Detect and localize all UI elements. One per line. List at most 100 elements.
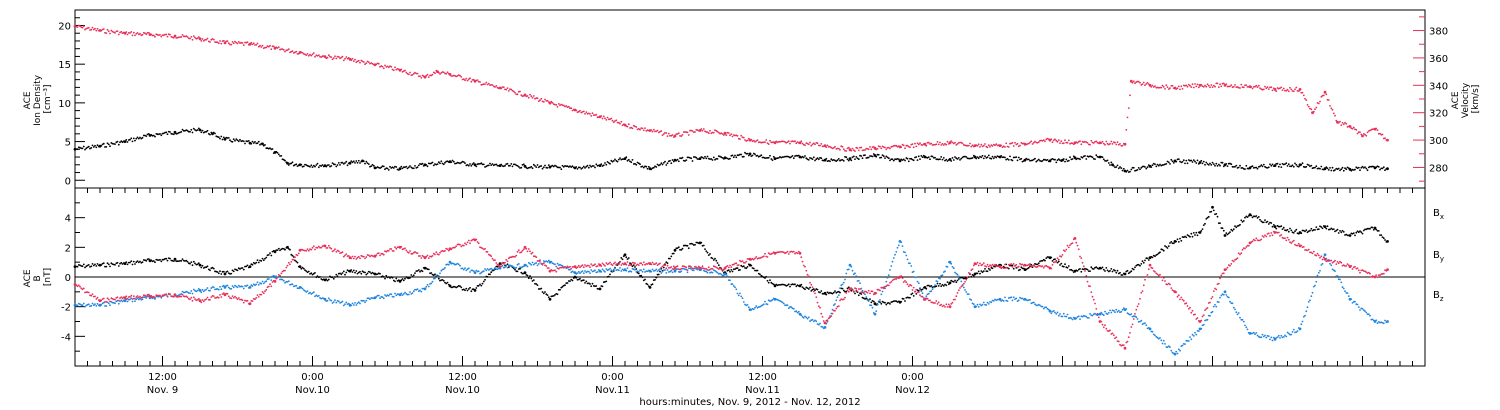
- bx-dot: [989, 269, 991, 271]
- velocity-dot: [94, 27, 96, 30]
- bz-dot: [755, 256, 758, 258]
- velocity-dot: [1314, 108, 1316, 111]
- bx-dot: [385, 274, 388, 277]
- bx-dot: [676, 247, 679, 250]
- ion-density-dot: [856, 157, 859, 160]
- bz-dot: [275, 277, 278, 280]
- bx-dot: [1364, 228, 1366, 231]
- bx-dot: [1282, 226, 1285, 229]
- bz-dot: [729, 264, 731, 267]
- bx-dot: [465, 287, 468, 290]
- ion-density-dot: [414, 165, 416, 167]
- by-dot: [217, 288, 220, 291]
- bx-dot: [311, 273, 314, 276]
- bz-dot: [665, 267, 668, 270]
- ion-density-dot: [1035, 160, 1038, 163]
- ion-density-dot: [1179, 160, 1181, 163]
- by-dot: [109, 304, 111, 307]
- bz-dot: [614, 261, 616, 264]
- velocity-dot: [1306, 104, 1309, 106]
- velocity-dot: [1245, 84, 1248, 86]
- ion-density-dot: [252, 142, 255, 144]
- bx-dot: [552, 295, 555, 297]
- by-dot: [1100, 311, 1103, 314]
- bz-dot: [161, 294, 164, 297]
- velocity-dot: [661, 134, 664, 137]
- velocity-dot: [1250, 86, 1253, 88]
- bz-dot: [255, 296, 258, 299]
- bx-dot: [1371, 226, 1374, 229]
- by-dot: [226, 284, 229, 287]
- by-dot: [729, 279, 731, 282]
- velocity-point: [173, 34, 177, 38]
- bx-dot: [1089, 270, 1091, 272]
- by-dot: [270, 279, 273, 281]
- ion-density-dot: [1000, 155, 1003, 157]
- ion-density-dot: [1194, 160, 1196, 163]
- velocity-dot: [557, 103, 560, 105]
- by-dot: [842, 281, 845, 284]
- ion-density-dot: [1055, 161, 1058, 164]
- ion-density-dot: [192, 127, 195, 130]
- velocity-dot: [460, 76, 463, 78]
- velocity-dot: [569, 107, 571, 110]
- bz-dot: [796, 252, 799, 255]
- velocity-dot: [291, 50, 294, 53]
- by-dot: [665, 272, 668, 274]
- velocity-dot: [416, 72, 419, 75]
- by-point: [1223, 290, 1227, 294]
- bx-dot: [711, 257, 714, 260]
- bz-dot: [450, 248, 453, 251]
- velocity-dot: [317, 54, 320, 56]
- bx-dot: [865, 297, 868, 300]
- by-dot: [1121, 308, 1124, 311]
- by-dot: [811, 318, 814, 321]
- velocity-dot: [559, 104, 561, 107]
- velocity-dot: [154, 35, 156, 38]
- ion-density-dot: [392, 167, 395, 169]
- ion-density-dot: [104, 146, 106, 148]
- by-dot: [126, 300, 129, 303]
- ion-density-dot: [337, 162, 340, 164]
- ion-density-dot: [1101, 156, 1104, 159]
- velocity-dot: [904, 147, 906, 150]
- bz-dot: [139, 295, 141, 298]
- by-dot: [90, 304, 93, 307]
- bx-dot: [585, 280, 588, 283]
- ion-density-dot: [1347, 167, 1350, 170]
- ion-density-dot: [709, 158, 711, 161]
- velocity-dot: [1209, 86, 1211, 89]
- velocity-dot: [200, 40, 203, 42]
- velocity-dot: [126, 33, 129, 36]
- ion-density-dot: [386, 167, 389, 170]
- by-dot: [836, 296, 839, 298]
- ion-density-dot: [641, 165, 644, 168]
- by-dot: [395, 294, 398, 297]
- bx-dot: [245, 265, 248, 268]
- velocity-dot: [191, 38, 194, 41]
- velocity-dot: [347, 57, 350, 59]
- bx-dot: [655, 276, 658, 279]
- ion-density-dot: [491, 163, 494, 165]
- ion-density-dot: [314, 165, 316, 168]
- bz-dot: [659, 262, 661, 265]
- by-dot: [332, 301, 335, 303]
- bz-dot: [696, 267, 699, 269]
- ion-density-dot: [1186, 162, 1189, 165]
- bz-dot: [651, 261, 654, 264]
- bz-dot: [800, 256, 803, 259]
- bz-dot: [556, 267, 559, 269]
- by-dot: [671, 271, 674, 274]
- velocity-dot: [96, 27, 99, 30]
- bx-dot: [1219, 222, 1221, 225]
- velocity-dot: [1242, 86, 1245, 89]
- velocity-dot: [856, 147, 859, 150]
- bx-dot: [1141, 260, 1144, 263]
- velocity-dot: [1137, 80, 1140, 83]
- ion-density-dot: [1372, 165, 1375, 168]
- by-dot: [447, 263, 450, 266]
- by-dot: [359, 302, 361, 305]
- ion-density-dot: [575, 166, 578, 168]
- ion-density-dot: [1207, 164, 1210, 166]
- bx-dot: [116, 261, 119, 264]
